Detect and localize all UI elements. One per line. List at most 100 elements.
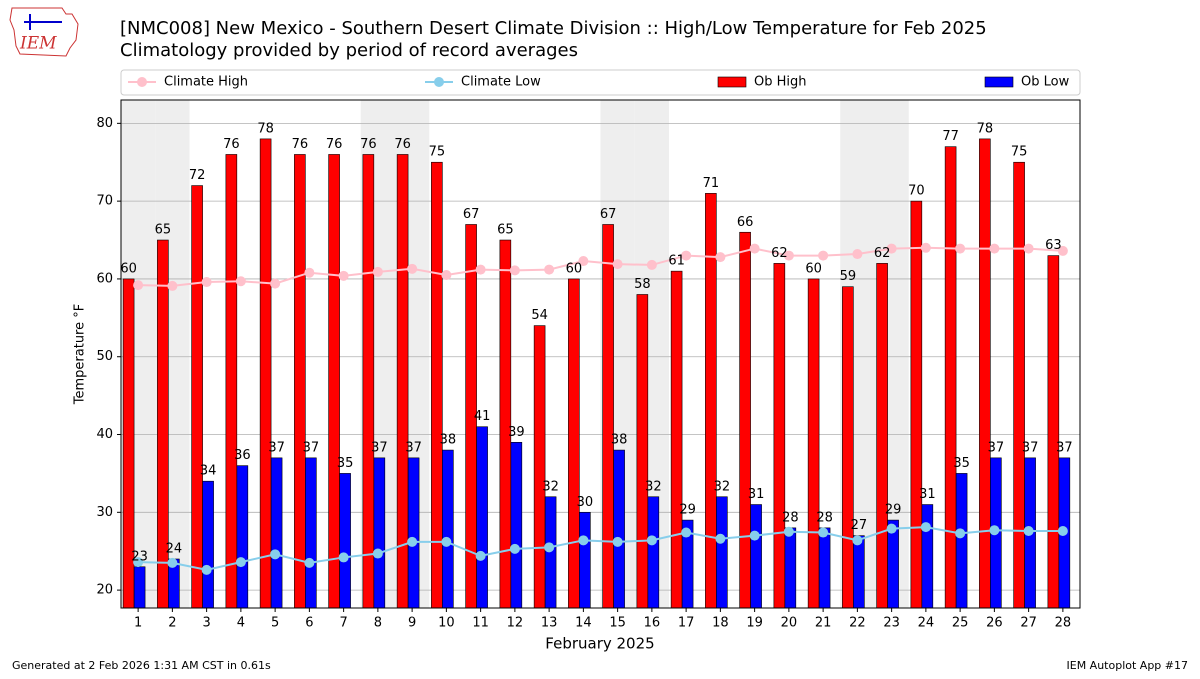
- y-tick-label: 70: [96, 194, 113, 209]
- data-label: 37: [371, 440, 388, 455]
- data-label: 32: [714, 479, 731, 494]
- logo: IEM: [9, 7, 79, 57]
- marker: [133, 280, 144, 291]
- bar: [442, 449, 454, 608]
- bar: [750, 504, 762, 608]
- data-label: 32: [645, 479, 662, 494]
- plot-frame: [120, 99, 1081, 609]
- data-label: 70: [908, 184, 925, 199]
- data-label: 29: [679, 503, 696, 518]
- marker: [372, 548, 383, 559]
- data-label: 23: [131, 549, 148, 564]
- bar: [773, 263, 786, 608]
- bar: [842, 286, 854, 608]
- plot-area: [121, 100, 1080, 608]
- bar: [225, 154, 238, 608]
- marker: [715, 533, 726, 544]
- data-label: 41: [474, 409, 491, 424]
- bar: [202, 480, 214, 608]
- bar: [807, 278, 820, 608]
- marker: [646, 259, 657, 270]
- bar: [396, 154, 409, 608]
- x-tick-label: 4: [237, 616, 245, 631]
- data-label: 76: [292, 137, 309, 152]
- data-label: 62: [771, 246, 788, 261]
- marker: [1023, 243, 1034, 254]
- chart-subtitle: Climatology provided by period of record…: [120, 40, 578, 61]
- bar: [921, 504, 934, 608]
- x-tick-label: 6: [305, 616, 313, 631]
- x-tick-label: 13: [541, 616, 558, 631]
- data-label: 67: [463, 207, 480, 222]
- marker: [338, 552, 349, 563]
- marker: [578, 535, 589, 546]
- legend-label: Climate High: [164, 75, 248, 90]
- data-label: 59: [840, 269, 857, 284]
- x-tick-label: 10: [438, 616, 455, 631]
- marker: [544, 264, 555, 275]
- data-label: 67: [600, 207, 617, 222]
- data-label: 75: [1011, 145, 1028, 160]
- bar: [339, 473, 351, 608]
- legend-label: Ob Low: [1021, 75, 1070, 90]
- marker: [167, 280, 178, 291]
- data-label: 37: [405, 440, 422, 455]
- data-label: 35: [953, 456, 970, 471]
- bar: [259, 138, 272, 608]
- marker: [749, 243, 760, 254]
- data-label: 71: [703, 176, 720, 191]
- bar: [122, 278, 135, 608]
- data-label: 37: [1056, 440, 1073, 455]
- marker: [681, 527, 692, 538]
- bar: [533, 325, 546, 608]
- marker: [715, 252, 726, 263]
- marker: [270, 278, 281, 289]
- data-label: 63: [1045, 238, 1062, 253]
- y-axis-label: Temperature °F: [73, 304, 88, 405]
- y-tick-label: 80: [96, 116, 113, 131]
- y-tick-label: 20: [96, 583, 113, 598]
- chart-title: [NMC008] New Mexico - Southern Desert Cl…: [120, 18, 987, 39]
- marker: [167, 557, 178, 568]
- marker: [201, 277, 212, 288]
- x-tick-label: 17: [678, 616, 695, 631]
- bar: [602, 224, 614, 608]
- data-label: 37: [303, 440, 320, 455]
- data-label: 60: [566, 261, 583, 276]
- x-tick-label: 11: [472, 616, 489, 631]
- bar: [328, 154, 340, 608]
- marker: [270, 549, 281, 560]
- bar: [133, 566, 146, 608]
- bar: [510, 441, 523, 608]
- data-label: 28: [782, 510, 799, 525]
- line: [138, 246, 1063, 287]
- x-tick-label: 27: [1020, 616, 1037, 631]
- x-tick-label: 28: [1055, 616, 1072, 631]
- legend-swatch: [434, 77, 444, 87]
- x-axis-label: February 2025: [545, 635, 654, 653]
- bar: [407, 457, 420, 608]
- bar: [270, 457, 283, 608]
- data-label: 28: [816, 510, 833, 525]
- y-tick-label: 60: [96, 271, 113, 286]
- x-tick-label: 20: [781, 616, 798, 631]
- bar: [362, 154, 375, 608]
- marker: [1057, 525, 1068, 536]
- marker: [578, 256, 589, 267]
- x-tick-label: 5: [271, 616, 279, 631]
- x-tick-label: 2: [168, 616, 176, 631]
- data-label: 31: [919, 487, 936, 502]
- data-label: 75: [429, 145, 446, 160]
- bar: [305, 457, 317, 608]
- marker: [338, 270, 349, 281]
- bar: [236, 465, 249, 608]
- data-label: 76: [223, 137, 240, 152]
- data-label: 30: [577, 495, 594, 510]
- marker: [852, 249, 863, 260]
- x-tick-label: 15: [609, 616, 626, 631]
- logo-text: IEM: [19, 34, 57, 54]
- y-tick-label: 30: [96, 505, 113, 520]
- data-label: 37: [1022, 440, 1039, 455]
- marker: [372, 266, 383, 277]
- marker: [886, 523, 897, 534]
